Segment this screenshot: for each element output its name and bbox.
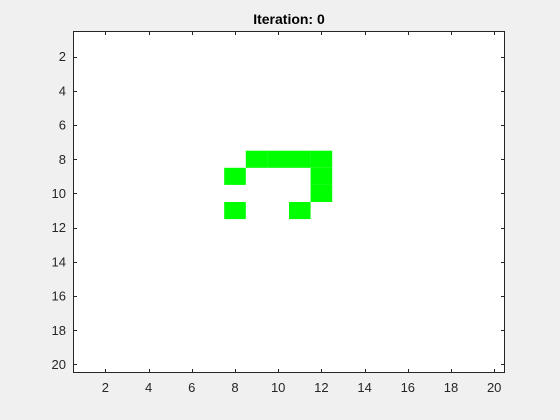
y-tick-label: 12 xyxy=(52,220,66,235)
y-tick-label: 16 xyxy=(52,289,66,304)
x-tick-label: 8 xyxy=(231,380,238,395)
y-tick-label: 18 xyxy=(52,323,66,338)
y-tick-label: 2 xyxy=(59,49,66,64)
live-cell xyxy=(310,184,333,202)
live-cell xyxy=(245,150,268,168)
y-tick-label: 8 xyxy=(59,152,66,167)
x-tick-label: 12 xyxy=(314,380,328,395)
x-axis: 2 4 6 8 10 12 14 16 18 20 xyxy=(102,31,501,395)
y-tick-label: 14 xyxy=(52,254,66,269)
axes-box xyxy=(73,31,505,373)
x-tick-label: 4 xyxy=(145,380,152,395)
x-tick-label: 6 xyxy=(188,380,195,395)
chart-title: Iteration: 0 xyxy=(253,11,325,27)
live-cell xyxy=(310,167,333,185)
x-tick-label: 16 xyxy=(401,380,415,395)
x-tick-label: 10 xyxy=(271,380,285,395)
x-tick-label: 2 xyxy=(102,380,109,395)
y-tick-label: 6 xyxy=(59,118,66,133)
y-tick-label: 20 xyxy=(52,357,66,372)
live-cell xyxy=(224,202,246,220)
y-tick-label: 4 xyxy=(59,83,66,98)
live-cell xyxy=(289,202,311,220)
live-cell xyxy=(267,150,289,168)
live-cell xyxy=(289,150,311,168)
cells-layer xyxy=(224,150,333,220)
x-tick-label: 20 xyxy=(487,380,501,395)
y-tick-label: 10 xyxy=(52,186,66,201)
x-tick-label: 18 xyxy=(444,380,458,395)
x-tick-label: 14 xyxy=(357,380,371,395)
live-cell xyxy=(224,167,246,185)
y-axis: 2 4 6 8 10 12 14 16 18 20 xyxy=(52,49,505,372)
live-cell xyxy=(310,150,333,168)
